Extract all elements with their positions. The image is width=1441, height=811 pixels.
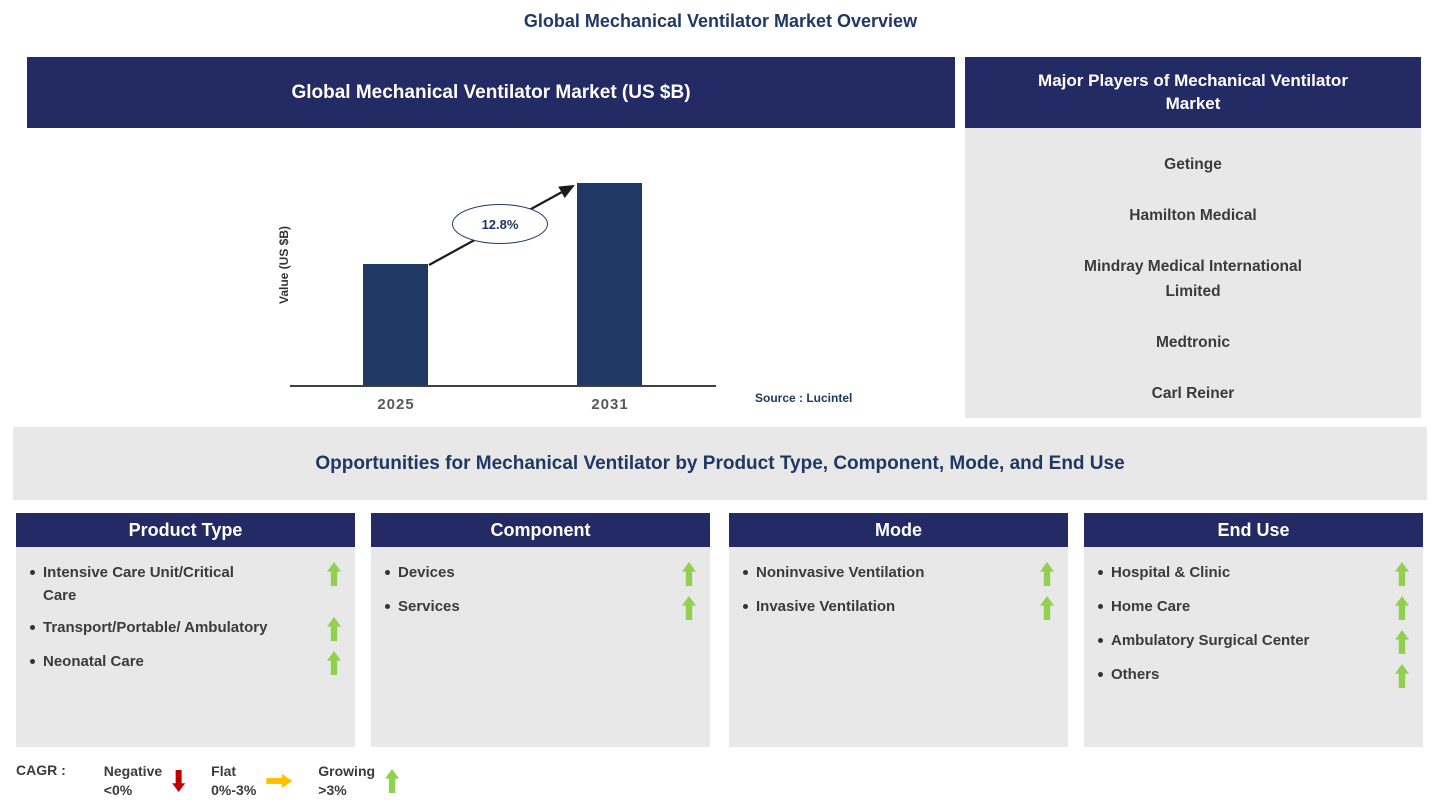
player-name: Carl Reiner — [1151, 385, 1235, 402]
up-arrow-icon — [327, 651, 341, 675]
legend-item-label: Growing — [318, 763, 376, 779]
opportunity-label: Noninvasive Ventilation — [756, 564, 925, 581]
legend-item-range: 0%-3% — [211, 782, 257, 798]
x-axis-line — [290, 385, 716, 387]
opportunities-band: Opportunities for Mechanical Ventilator … — [13, 427, 1427, 500]
player-name: Getinge — [1164, 156, 1222, 173]
column-header: Mode — [729, 513, 1068, 547]
column-body: Noninvasive Ventilation Invasive Ventila… — [729, 547, 1068, 747]
y-axis-label: Value (US $B) — [277, 225, 291, 305]
list-item: Ambulatory Surgical Center — [1096, 629, 1409, 654]
up-arrow-icon — [1395, 596, 1409, 620]
opportunity-label: Home Care — [1111, 598, 1191, 615]
bullet-icon — [1098, 672, 1103, 677]
x-tick-2031: 2031 — [591, 396, 629, 413]
column-end-use: End Use Hospital & Clinic Home Care Ambu… — [1084, 513, 1423, 747]
major-players-list: Getinge Hamilton Medical Mindray Medical… — [965, 128, 1421, 418]
legend-title: CAGR : — [16, 762, 66, 778]
legend-item-label: Negative — [103, 763, 163, 779]
bullet-icon — [1098, 638, 1103, 643]
column-header: Component — [371, 513, 710, 547]
source-label: Source : Lucintel — [755, 391, 853, 405]
up-arrow-icon — [327, 617, 341, 641]
legend-item-negative: Negative <0% — [104, 762, 186, 800]
opportunity-label: Intensive Care Unit/Critical Care — [43, 564, 234, 604]
player-name: Hamilton Medical — [1129, 207, 1257, 224]
bar-2025 — [363, 264, 428, 386]
bullet-icon — [1098, 604, 1103, 609]
bullet-icon — [743, 604, 748, 609]
legend-text: Flat 0%-3% — [211, 762, 256, 800]
bar-2031 — [577, 183, 642, 386]
column-body: Devices Services — [371, 547, 710, 747]
down-arrow-icon — [172, 770, 186, 792]
x-tick-2025: 2025 — [377, 396, 415, 413]
major-players-header: Major Players of Mechanical Ventilator M… — [965, 57, 1421, 128]
list-item: Home Care — [1096, 595, 1409, 620]
bullet-icon — [30, 625, 35, 630]
list-item: Noninvasive Ventilation — [741, 561, 1054, 586]
list-item: Transport/Portable/ Ambulatory — [28, 616, 341, 641]
bullet-icon — [30, 659, 35, 664]
opportunity-label: Devices — [398, 564, 455, 581]
column-header: Product Type — [16, 513, 355, 547]
bullet-icon — [385, 604, 390, 609]
up-arrow-icon — [1040, 562, 1054, 586]
cagr-legend: CAGR : Negative <0% Flat 0%-3% Growing >… — [16, 762, 425, 800]
major-players-header-label: Major Players of Mechanical Ventilator M… — [1038, 70, 1348, 113]
page-title: Global Mechanical Ventilator Market Over… — [523, 11, 918, 31]
column-product-type: Product Type Intensive Care Unit/Critica… — [16, 513, 355, 747]
opportunities-title: Opportunities for Mechanical Ventilator … — [315, 452, 1125, 474]
list-item: Devices — [383, 561, 696, 586]
column-body: Intensive Care Unit/Critical Care Transp… — [16, 547, 355, 747]
up-arrow-icon — [385, 769, 400, 793]
cagr-badge: 12.8% — [452, 204, 548, 244]
legend-text: Negative <0% — [104, 762, 162, 800]
legend-item-range: <0% — [103, 782, 133, 798]
legend-item-label: Flat — [211, 763, 237, 779]
list-item: Services — [383, 595, 696, 620]
bar-chart: Value (US $B) 12.8% 2025 2031 Source : L… — [27, 128, 955, 420]
bullet-icon — [743, 570, 748, 575]
column-body: Hospital & Clinic Home Care Ambulatory S… — [1084, 547, 1423, 747]
list-item: Others — [1096, 663, 1409, 688]
up-arrow-icon — [1040, 596, 1054, 620]
bullet-icon — [385, 570, 390, 575]
list-item: Invasive Ventilation — [741, 595, 1054, 620]
opportunity-label: Neonatal Care — [43, 653, 144, 670]
opportunity-label: Hospital & Clinic — [1111, 564, 1231, 581]
up-arrow-icon — [1395, 630, 1409, 654]
column-mode: Mode Noninvasive Ventilation Invasive Ve… — [729, 513, 1068, 747]
column-component: Component Devices Services — [371, 513, 710, 747]
up-arrow-icon — [327, 562, 341, 586]
legend-item-range: >3% — [318, 782, 347, 798]
list-item: Neonatal Care — [28, 650, 341, 675]
bullet-icon — [30, 570, 35, 575]
opportunity-label: Invasive Ventilation — [756, 598, 896, 615]
opportunity-label: Services — [398, 598, 460, 615]
up-arrow-icon — [1395, 664, 1409, 688]
right-arrow-icon — [266, 774, 293, 788]
opportunity-label: Ambulatory Surgical Center — [1111, 632, 1310, 649]
player-name: Medtronic — [1155, 334, 1231, 351]
legend-text: Growing >3% — [318, 762, 375, 800]
up-arrow-icon — [682, 596, 696, 620]
legend-item-flat: Flat 0%-3% — [211, 762, 293, 800]
up-arrow-icon — [1395, 562, 1409, 586]
up-arrow-icon — [682, 562, 696, 586]
list-item: Hospital & Clinic — [1096, 561, 1409, 586]
major-players-panel: Major Players of Mechanical Ventilator M… — [965, 57, 1421, 418]
column-header: End Use — [1084, 513, 1423, 547]
list-item: Intensive Care Unit/Critical Care — [28, 561, 341, 607]
growth-trend-arrow — [428, 184, 575, 266]
player-name: Mindray Medical International Limited — [1084, 258, 1302, 300]
opportunity-label: Transport/Portable/ Ambulatory — [43, 619, 268, 636]
opportunity-label: Others — [1111, 666, 1160, 683]
market-chart-header: Global Mechanical Ventilator Market (US … — [27, 57, 955, 128]
market-chart-header-label: Global Mechanical Ventilator Market (US … — [291, 81, 691, 103]
legend-item-growing: Growing >3% — [318, 762, 400, 800]
bullet-icon — [1098, 570, 1103, 575]
